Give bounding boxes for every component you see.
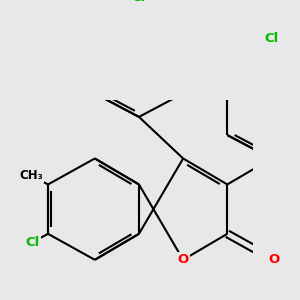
Text: O: O [268,253,280,266]
Text: Cl: Cl [26,236,40,248]
Text: Cl: Cl [264,32,279,45]
Text: Cl: Cl [132,0,146,4]
Text: CH₃: CH₃ [20,169,44,182]
Text: O: O [178,253,189,266]
